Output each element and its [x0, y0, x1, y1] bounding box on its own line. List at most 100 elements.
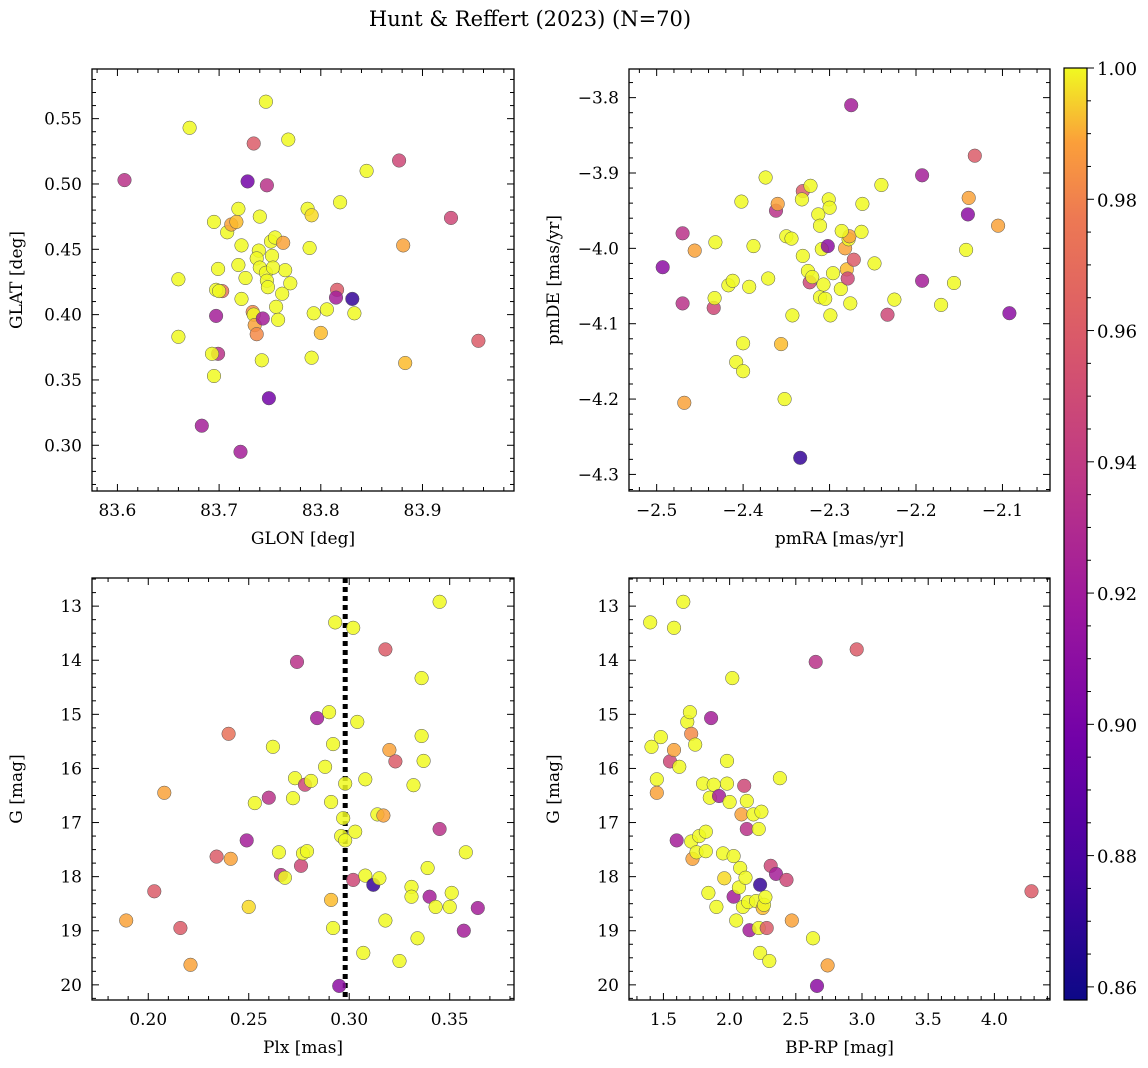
- axes-frame: [628, 577, 1051, 1001]
- data-point: [410, 931, 425, 946]
- x-tick-label: −2.1: [982, 501, 1023, 521]
- x-axis-label: BP-RP [mag]: [785, 1038, 894, 1058]
- panel-bprp-g: 1.5 2.0 2.5 3.0 3.5 4.0 13 14 15 16 17 18 19 20 BP-RP …: [544, 577, 1051, 1058]
- data-point: [346, 620, 361, 635]
- data-point: [326, 737, 341, 752]
- y-axis-label: pmDE [mas/yr]: [544, 215, 564, 345]
- colorbar-gradient: [1063, 67, 1088, 1001]
- data-point: [194, 418, 209, 433]
- data-point: [346, 872, 361, 887]
- data-point: [803, 178, 818, 193]
- data-point: [758, 170, 773, 185]
- data-point: [378, 913, 393, 928]
- data-point: [770, 196, 785, 211]
- data-point: [784, 231, 799, 246]
- data-point: [388, 754, 403, 769]
- data-point: [223, 851, 238, 866]
- y-tick-label: 0.30: [44, 436, 82, 456]
- data-point: [805, 931, 821, 946]
- x-tick-label: 3.0: [848, 1010, 875, 1030]
- data-point: [726, 849, 741, 864]
- y-tick-label: 13: [60, 597, 82, 617]
- colorbar-tick-label: 0.90: [1097, 715, 1137, 736]
- data-point: [719, 753, 735, 768]
- data-point: [212, 284, 227, 299]
- data-point: [666, 742, 682, 758]
- axes-frame: [91, 577, 515, 1001]
- data-point: [271, 845, 286, 860]
- axes-frame: [91, 68, 515, 492]
- data-point: [255, 311, 270, 326]
- data-point: [241, 899, 256, 914]
- y-tick-label: 14: [60, 651, 82, 671]
- data-point: [209, 308, 224, 323]
- data-point: [1024, 884, 1039, 899]
- y-tick-label: 18: [597, 868, 619, 888]
- data-point: [820, 239, 835, 254]
- data-point: [471, 333, 486, 348]
- data-point: [825, 266, 841, 281]
- colorbar-tick-label: 0.86: [1097, 978, 1137, 999]
- data-point: [761, 271, 776, 286]
- data-point: [649, 785, 664, 800]
- x-tick-label: 83.8: [302, 501, 340, 521]
- data-point: [793, 450, 808, 465]
- data-point: [991, 218, 1006, 233]
- data-point: [221, 726, 236, 741]
- data-point: [708, 235, 723, 250]
- data-point: [289, 654, 305, 669]
- data-point: [171, 329, 186, 344]
- data-point: [823, 308, 838, 323]
- data-point: [737, 778, 752, 793]
- data-point: [304, 208, 319, 223]
- data-point: [398, 355, 413, 371]
- y-tick-label: 15: [60, 705, 82, 725]
- data-point: [428, 899, 443, 914]
- data-point: [275, 286, 290, 301]
- x-tick-label: 83.7: [200, 501, 238, 521]
- data-point: [722, 794, 737, 810]
- y-tick-label: −4.2: [578, 390, 619, 410]
- y-tick-label: 19: [597, 922, 619, 942]
- data-point: [328, 290, 344, 305]
- data-point: [816, 277, 831, 292]
- data-point: [313, 325, 328, 340]
- data-point: [736, 364, 751, 379]
- data-point: [283, 276, 298, 291]
- y-tick-label: 13: [597, 597, 619, 617]
- data-point: [753, 945, 768, 960]
- data-point: [934, 297, 949, 312]
- data-point: [915, 273, 930, 288]
- data-point: [779, 872, 794, 887]
- data-point: [887, 292, 902, 307]
- y-tick-label: 17: [60, 814, 82, 834]
- data-point: [967, 148, 982, 163]
- data-point: [318, 759, 333, 774]
- data-point: [254, 353, 269, 368]
- data-point: [666, 620, 682, 635]
- data-point: [818, 291, 833, 306]
- data-point: [456, 923, 471, 938]
- data-point: [302, 240, 317, 256]
- x-tick-label: 83.9: [404, 501, 442, 521]
- data-point: [182, 120, 197, 135]
- y-tick-label: 0.40: [44, 306, 82, 326]
- panel-glon-glat: 83.6 83.7 83.8 83.9 0.30 0.35 0.40 0.45 0.50 0.55…: [7, 68, 515, 549]
- y-tick-label: −4.1: [578, 315, 619, 335]
- data-point: [960, 207, 975, 222]
- data-point: [414, 728, 429, 744]
- data-point: [795, 248, 810, 263]
- data-point: [833, 281, 848, 297]
- data-point: [324, 794, 339, 810]
- data-point: [247, 796, 262, 811]
- x-tick-label: 0.30: [330, 1010, 368, 1030]
- data-point: [358, 772, 373, 787]
- data-point: [348, 824, 363, 839]
- data-point: [278, 263, 293, 278]
- data-point: [731, 880, 746, 895]
- y-tick-label: −4.3: [578, 465, 619, 485]
- data-point: [252, 209, 267, 224]
- x-tick-label: 2.5: [782, 1010, 809, 1030]
- data-point: [303, 773, 319, 788]
- data-point: [332, 978, 347, 993]
